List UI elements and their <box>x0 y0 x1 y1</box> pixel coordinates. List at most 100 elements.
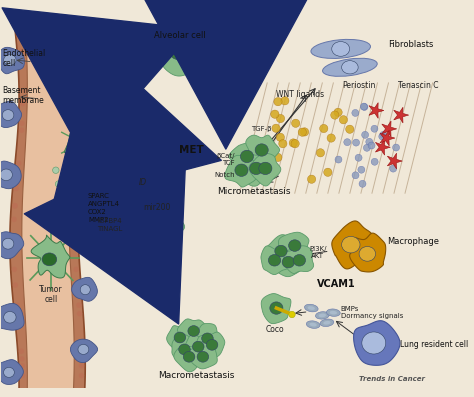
Circle shape <box>73 181 78 187</box>
Circle shape <box>11 239 16 244</box>
Circle shape <box>353 139 360 146</box>
Ellipse shape <box>80 285 90 295</box>
Circle shape <box>79 51 84 56</box>
Circle shape <box>289 139 297 147</box>
Text: Alveolar cell: Alveolar cell <box>154 31 206 40</box>
Circle shape <box>79 363 84 368</box>
Circle shape <box>355 154 362 161</box>
Polygon shape <box>240 154 270 186</box>
Circle shape <box>281 96 289 105</box>
Text: Tenascin C: Tenascin C <box>398 81 438 90</box>
Circle shape <box>71 176 77 183</box>
Circle shape <box>79 373 84 378</box>
Circle shape <box>339 116 347 124</box>
Polygon shape <box>73 67 98 92</box>
Circle shape <box>390 165 397 172</box>
Ellipse shape <box>289 240 301 251</box>
Polygon shape <box>73 144 97 170</box>
Circle shape <box>19 356 25 362</box>
Ellipse shape <box>163 221 175 233</box>
Text: MET: MET <box>179 145 203 155</box>
Circle shape <box>346 125 354 133</box>
Text: Notch: Notch <box>214 172 235 178</box>
Ellipse shape <box>306 321 320 328</box>
Circle shape <box>124 212 131 220</box>
Ellipse shape <box>2 238 14 249</box>
Polygon shape <box>261 246 290 275</box>
Circle shape <box>371 125 378 132</box>
Circle shape <box>79 52 84 58</box>
Circle shape <box>19 363 25 368</box>
Text: βCat/
TCF: βCat/ TCF <box>217 153 235 166</box>
Polygon shape <box>10 23 85 388</box>
Text: Macrometastasis: Macrometastasis <box>158 370 235 380</box>
Circle shape <box>392 144 400 151</box>
Circle shape <box>292 119 300 127</box>
Text: Basement
membrane: Basement membrane <box>2 86 44 105</box>
Circle shape <box>64 183 70 190</box>
Polygon shape <box>332 221 375 269</box>
Circle shape <box>19 121 25 126</box>
Circle shape <box>291 139 299 148</box>
Ellipse shape <box>255 144 268 156</box>
Circle shape <box>53 167 59 173</box>
Circle shape <box>352 172 359 179</box>
Circle shape <box>15 311 21 316</box>
Ellipse shape <box>42 253 57 266</box>
Circle shape <box>74 282 80 288</box>
Ellipse shape <box>4 54 16 66</box>
Ellipse shape <box>78 344 89 355</box>
Circle shape <box>18 349 24 354</box>
Circle shape <box>76 303 82 308</box>
Polygon shape <box>174 346 203 372</box>
Polygon shape <box>272 249 303 277</box>
Ellipse shape <box>206 339 218 350</box>
Polygon shape <box>189 341 217 369</box>
Polygon shape <box>229 143 263 170</box>
Circle shape <box>371 158 378 165</box>
Circle shape <box>308 175 316 183</box>
Text: PI3K/
AKT: PI3K/ AKT <box>309 247 327 259</box>
Polygon shape <box>155 27 206 76</box>
Circle shape <box>19 127 24 133</box>
Circle shape <box>13 282 18 288</box>
Text: IGFBP4
TINAGL: IGFBP4 TINAGL <box>97 218 123 231</box>
Ellipse shape <box>183 351 195 362</box>
Circle shape <box>327 134 335 142</box>
Circle shape <box>289 311 295 318</box>
Ellipse shape <box>323 58 377 76</box>
Circle shape <box>360 103 367 110</box>
Circle shape <box>331 111 339 119</box>
Circle shape <box>77 311 82 316</box>
Polygon shape <box>394 107 409 123</box>
Circle shape <box>73 266 79 272</box>
Polygon shape <box>72 278 97 301</box>
Text: Periostin: Periostin <box>343 81 376 90</box>
Polygon shape <box>264 235 299 266</box>
Polygon shape <box>0 101 22 127</box>
Ellipse shape <box>152 163 162 174</box>
Circle shape <box>324 168 332 176</box>
Text: Endothelial
cell: Endothelial cell <box>2 49 46 68</box>
Polygon shape <box>193 324 219 351</box>
Polygon shape <box>167 326 194 351</box>
Circle shape <box>352 110 359 116</box>
Ellipse shape <box>270 302 283 314</box>
Polygon shape <box>137 204 172 237</box>
Circle shape <box>274 98 282 106</box>
Circle shape <box>316 149 325 157</box>
Ellipse shape <box>4 367 14 378</box>
Ellipse shape <box>2 110 14 120</box>
Text: Macrophage: Macrophage <box>387 237 438 247</box>
Ellipse shape <box>282 256 294 268</box>
Ellipse shape <box>332 42 350 56</box>
Ellipse shape <box>79 220 90 231</box>
Ellipse shape <box>362 332 386 354</box>
Circle shape <box>12 203 18 208</box>
Ellipse shape <box>197 351 209 362</box>
Ellipse shape <box>311 39 371 58</box>
Polygon shape <box>64 125 101 162</box>
Circle shape <box>72 216 77 222</box>
Circle shape <box>11 216 17 222</box>
Polygon shape <box>225 155 256 187</box>
